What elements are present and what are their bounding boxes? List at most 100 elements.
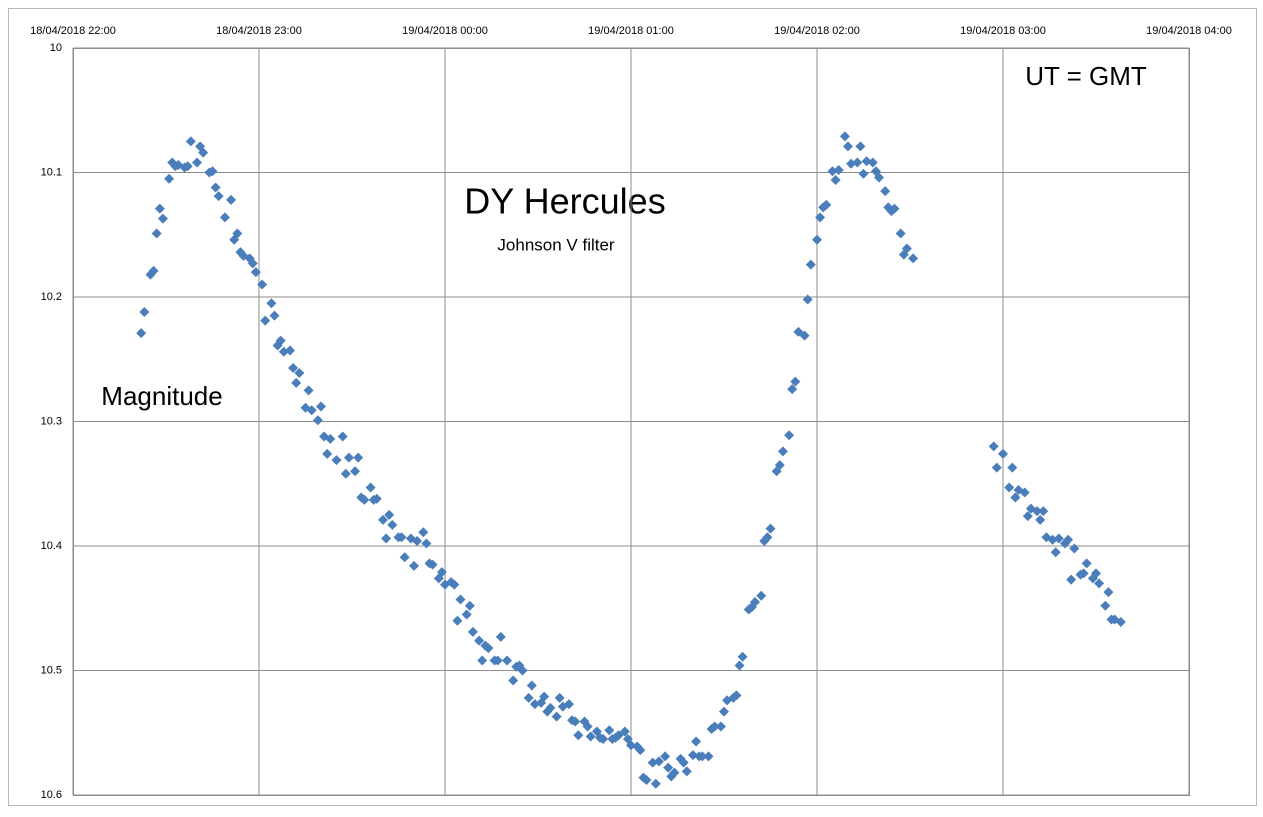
data-point xyxy=(312,415,323,426)
data-point xyxy=(839,131,850,142)
data-point xyxy=(815,212,826,223)
data-point xyxy=(889,203,900,214)
data-point xyxy=(1078,568,1089,579)
data-point xyxy=(812,234,822,245)
data-point xyxy=(1010,492,1021,503)
data-point xyxy=(477,655,488,666)
data-point xyxy=(306,405,317,416)
data-point xyxy=(641,775,652,786)
data-point xyxy=(598,733,609,744)
data-point xyxy=(387,519,398,530)
data-point xyxy=(257,279,268,290)
data-point xyxy=(207,166,218,177)
data-point xyxy=(765,523,776,534)
data-point xyxy=(790,376,801,387)
data-point xyxy=(226,194,237,205)
y-axis-label: Magnitude xyxy=(101,381,222,411)
data-point xyxy=(495,631,506,642)
y-tick-label: 10.1 xyxy=(41,166,62,178)
data-point xyxy=(843,141,853,152)
data-point xyxy=(991,462,1002,473)
data-point xyxy=(291,377,302,388)
data-point xyxy=(1066,574,1077,585)
data-point xyxy=(353,452,364,463)
data-point xyxy=(337,431,348,442)
data-point xyxy=(322,448,333,459)
data-point xyxy=(582,721,593,732)
data-point xyxy=(833,165,844,176)
data-point xyxy=(436,567,447,578)
data-point xyxy=(734,660,745,671)
data-point xyxy=(381,533,392,544)
y-tick-label: 10 xyxy=(50,42,62,54)
data-point xyxy=(901,243,912,254)
data-point xyxy=(539,691,550,702)
data-point xyxy=(467,626,478,637)
data-point xyxy=(371,493,382,504)
data-point xyxy=(799,330,810,341)
data-point xyxy=(678,757,689,768)
data-point xyxy=(709,721,720,732)
data-point xyxy=(232,228,243,239)
data-point xyxy=(895,228,906,239)
data-point xyxy=(681,766,692,777)
data-point xyxy=(756,590,767,601)
x-tick-label: 19/04/2018 04:00 xyxy=(1146,25,1232,37)
data-point xyxy=(777,446,788,457)
data-point xyxy=(573,730,584,741)
data-point xyxy=(185,136,196,147)
data-point xyxy=(1094,578,1105,589)
data-point xyxy=(508,675,519,686)
data-point xyxy=(449,579,460,590)
data-point xyxy=(151,228,162,239)
data-point xyxy=(294,367,305,378)
data-point xyxy=(492,655,503,666)
data-point xyxy=(325,433,336,444)
data-point xyxy=(715,721,726,732)
data-point xyxy=(691,736,702,747)
data-point xyxy=(182,161,193,172)
data-point xyxy=(275,335,286,346)
data-point xyxy=(585,731,596,742)
data-point xyxy=(464,600,475,611)
data-point xyxy=(1022,511,1033,522)
data-point xyxy=(564,699,574,710)
x-tick-label: 18/04/2018 23:00 xyxy=(216,25,302,37)
data-point xyxy=(399,552,410,563)
data-point xyxy=(412,536,423,547)
y-tick-label: 10.5 xyxy=(41,664,62,676)
y-tick-label: 10.6 xyxy=(41,789,62,801)
data-point xyxy=(136,328,147,339)
data-point xyxy=(148,265,159,276)
data-point xyxy=(1063,534,1074,545)
data-point xyxy=(1053,533,1064,544)
data-point xyxy=(855,141,866,152)
data-point xyxy=(483,643,494,654)
data-point xyxy=(210,182,221,193)
data-point xyxy=(461,609,472,620)
data-point xyxy=(787,384,798,395)
data-point xyxy=(378,514,388,525)
data-point xyxy=(526,680,537,691)
data-point xyxy=(427,559,438,570)
data-point xyxy=(474,635,485,646)
x-tick-label: 19/04/2018 03:00 xyxy=(960,25,1046,37)
data-point xyxy=(731,690,742,701)
data-point xyxy=(421,538,432,549)
data-point xyxy=(1103,587,1114,598)
data-point xyxy=(719,706,729,717)
annotation: UT = GMT xyxy=(1025,61,1147,91)
data-point xyxy=(663,762,674,773)
data-point xyxy=(619,726,630,737)
x-tick-label: 19/04/2018 01:00 xyxy=(588,25,674,37)
data-point xyxy=(830,174,841,185)
y-tick-label: 10.4 xyxy=(41,540,62,552)
data-point xyxy=(1069,543,1080,554)
data-point xyxy=(219,212,230,223)
data-point xyxy=(880,186,891,197)
x-tick-label: 19/04/2018 02:00 xyxy=(774,25,860,37)
data-point xyxy=(266,298,277,309)
data-point xyxy=(1081,558,1092,569)
data-point xyxy=(517,665,528,676)
